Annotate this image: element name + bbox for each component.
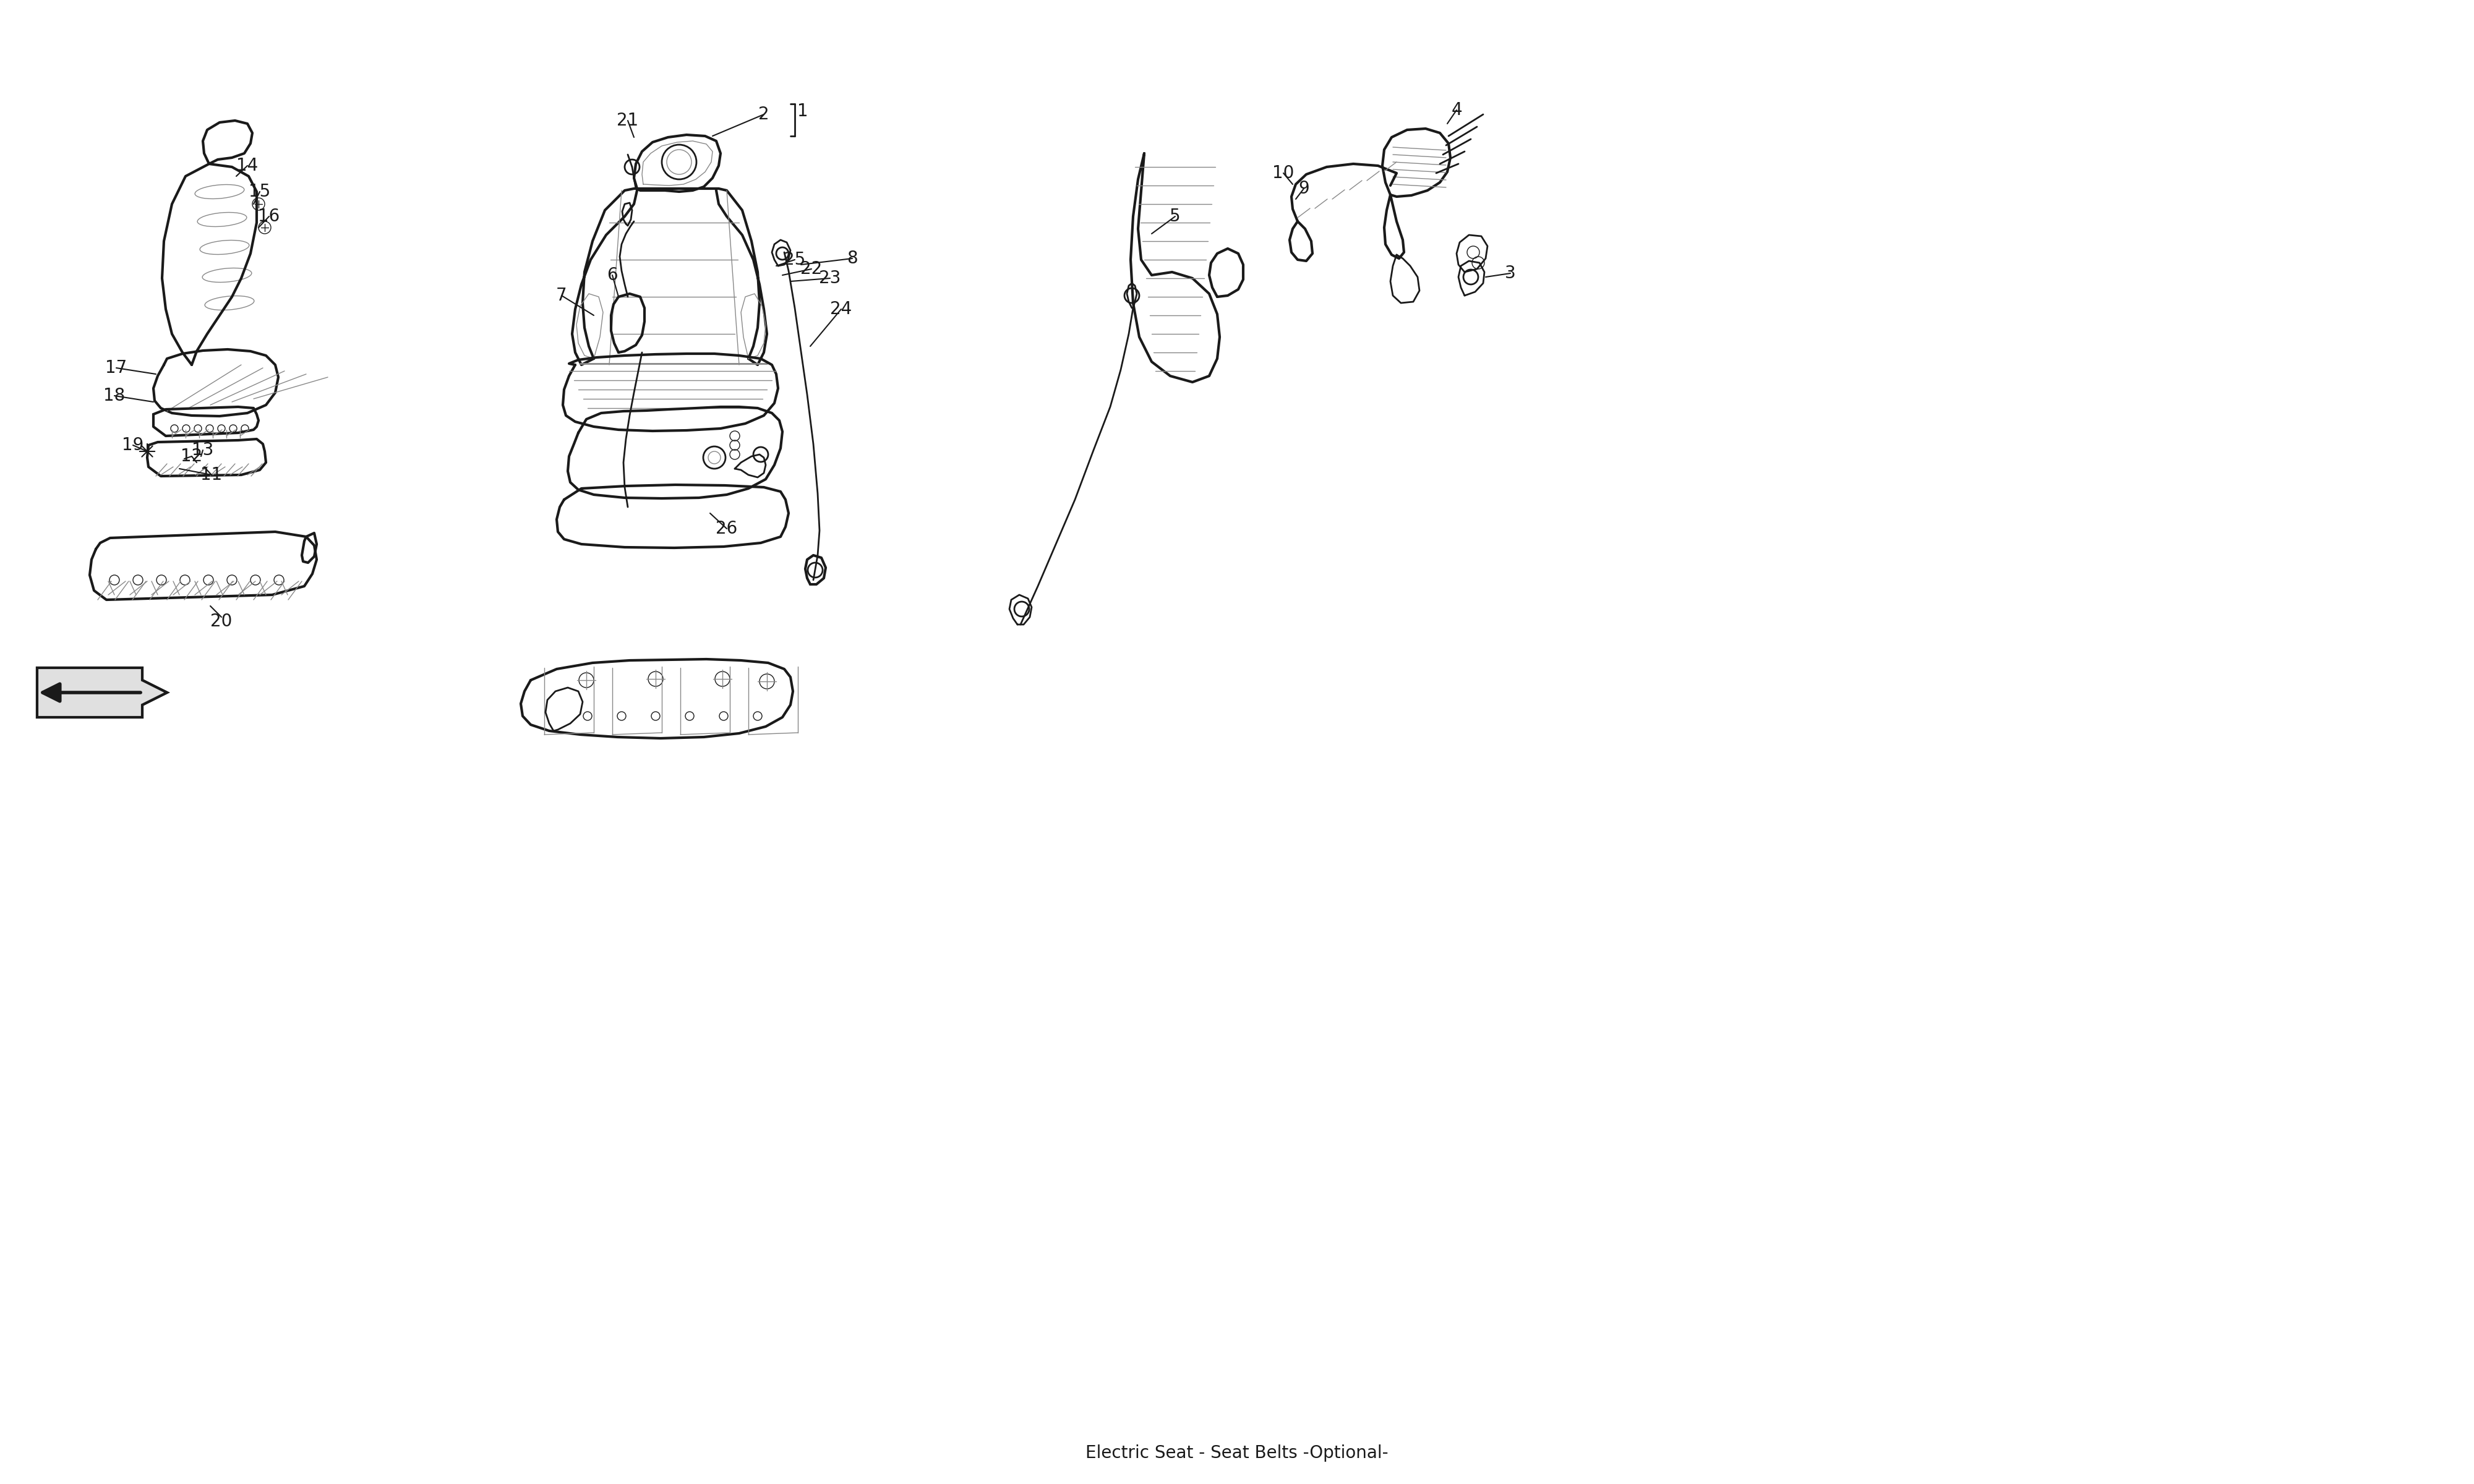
Text: 20: 20 [210, 613, 233, 631]
Text: 18: 18 [104, 387, 126, 404]
Text: Electric Seat - Seat Belts -Optional-: Electric Seat - Seat Belts -Optional- [1086, 1444, 1388, 1462]
Text: 13: 13 [193, 442, 213, 459]
Text: 2: 2 [760, 105, 769, 123]
Text: 3: 3 [1504, 264, 1517, 282]
Text: 24: 24 [831, 300, 851, 318]
Text: 9: 9 [1299, 180, 1309, 197]
Text: 21: 21 [616, 111, 638, 129]
Text: 4: 4 [1452, 101, 1462, 119]
Text: 15: 15 [250, 183, 270, 200]
Text: 14: 14 [238, 157, 257, 174]
Text: 1: 1 [797, 102, 809, 120]
Text: 10: 10 [1272, 165, 1294, 181]
Text: 16: 16 [257, 208, 280, 226]
Text: 23: 23 [819, 270, 841, 286]
Text: 7: 7 [557, 286, 567, 304]
Text: 6: 6 [606, 267, 618, 283]
Text: 8: 8 [846, 249, 858, 267]
Text: 12: 12 [181, 448, 203, 464]
Text: 11: 11 [200, 466, 223, 484]
Text: 22: 22 [802, 260, 821, 278]
Polygon shape [37, 668, 168, 717]
Text: 26: 26 [715, 519, 737, 537]
Text: 19: 19 [121, 436, 143, 454]
Text: 25: 25 [784, 251, 807, 269]
Text: 5: 5 [1170, 208, 1180, 226]
Text: 17: 17 [106, 359, 126, 377]
